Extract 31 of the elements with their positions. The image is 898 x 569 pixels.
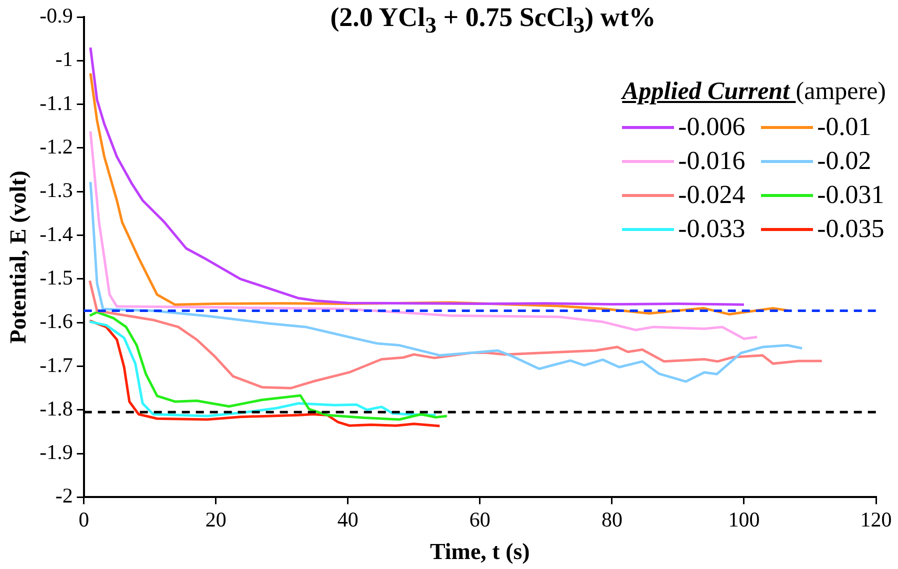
legend-label: -0.006 <box>678 112 746 142</box>
legend-label: -0.033 <box>678 214 746 244</box>
x-axis-title: Time, t (s) <box>430 539 530 564</box>
y-tick-label: -1.7 <box>40 352 73 377</box>
y-tick-label: -2 <box>55 484 73 508</box>
x-tick-label: 60 <box>469 507 490 532</box>
y-tick-label: -1.9 <box>40 440 73 464</box>
y-tick-label: -1.6 <box>40 309 73 334</box>
legend-title: Applied Current (ampere) <box>622 78 886 105</box>
y-tick-label: -1.2 <box>40 134 73 158</box>
legend-label: -0.016 <box>678 146 746 176</box>
legend-label: -0.024 <box>678 180 746 210</box>
y-tick-label: -1.8 <box>40 396 73 420</box>
y-tick-label: -1 <box>55 47 73 72</box>
y-tick-label: -0.9 <box>40 4 73 28</box>
legend-label: -0.01 <box>817 112 872 142</box>
x-tick-label: 100 <box>728 507 760 532</box>
y-tick-label: -1.3 <box>40 178 73 202</box>
x-tick-label: 20 <box>205 507 226 532</box>
y-axis-title: Potential, E (volt) <box>6 170 31 344</box>
chart-title: (2.0 YCl$_{3}$ + 0.75 ScCl$_{3}$) wt% <box>329 2 657 38</box>
legend-label: -0.02 <box>817 146 872 176</box>
x-tick-label: 0 <box>78 507 90 532</box>
x-tick-label: 80 <box>601 507 622 532</box>
x-tick-label: 120 <box>860 507 892 532</box>
y-tick-label: -1.5 <box>40 265 73 290</box>
y-tick-label: -1.1 <box>40 90 73 115</box>
y-tick-label: -1.4 <box>40 222 74 246</box>
legend-label: -0.031 <box>817 180 884 210</box>
x-tick-label: 40 <box>337 507 358 532</box>
legend-label: -0.035 <box>817 214 884 244</box>
